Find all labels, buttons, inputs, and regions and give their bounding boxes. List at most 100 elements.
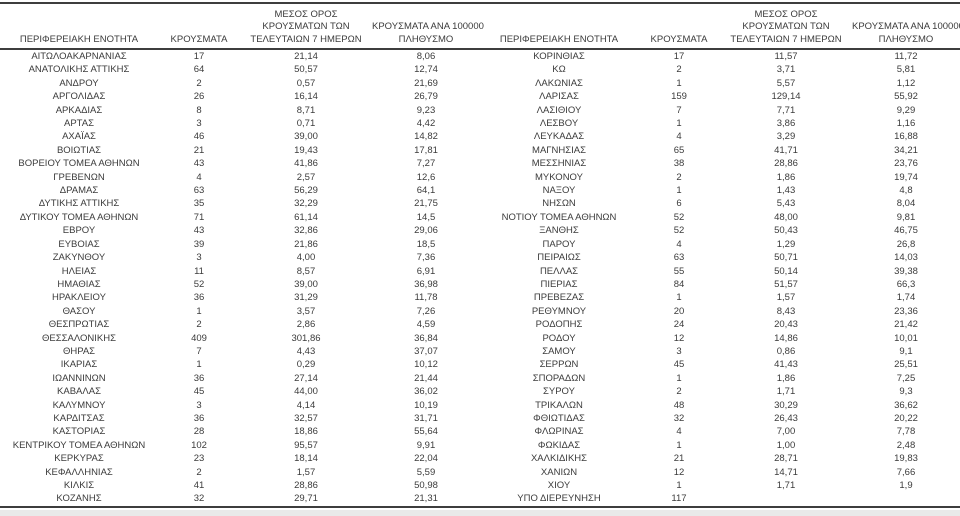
col-header-cases: ΚΡΟΥΣΜΑΤΑ (638, 4, 720, 50)
region-cell: ΣΠΟΡΑΔΩΝ (532, 372, 586, 384)
per-100k-cell: 25,51 (894, 359, 918, 371)
table-row: ΣΕΡΡΩΝ 45 41,43 25,51 (480, 358, 960, 371)
cases-cell: 41 (193, 480, 205, 491)
cases-cell: 55 (673, 265, 685, 277)
avg-7day-cell: 56,29 (294, 185, 318, 197)
table-row: ΦΘΙΩΤΙΔΑΣ 32 26,43 20,22 (480, 412, 960, 425)
avg-7day-cell: 1,29 (776, 238, 796, 250)
col-header-line: ΠΕΡΙΦΕΡΕΙΑΚΗ ΕΝΟΤΗΤΑ (499, 33, 619, 45)
per-100k-cell: 23,76 (894, 158, 918, 170)
col-header-line: ΚΡΟΥΣΜΑΤΑ ΑΝΑ 100000 (852, 21, 960, 32)
table-row: ΘΑΣΟΥ 1 3,57 7,26 (0, 305, 480, 318)
region-cell: ΔΡΑΜΑΣ (59, 185, 99, 197)
tables-container: ΠΕΡΙΦΕΡΕΙΑΚΗ ΕΝΟΤΗΤΑ ΚΡΟΥΣΜΑΤΑ ΜΕΣΟΣ ΟΡΟΣ Κ… (0, 4, 960, 508)
avg-7day-cell: 27,14 (294, 372, 318, 384)
col-header-avg7: ΜΕΣΟΣ ΟΡΟΣ ΚΡΟΥΣΜΑΤΩΝ ΤΩΝ ΤΕΛΕΥΤΑΙΩΝ 7 ΗΜΕ… (240, 4, 372, 50)
region-cell: ΠΕΛΛΑΣ (539, 265, 579, 277)
table-row: ΕΥΒΟΙΑΣ 39 21,86 18,5 (0, 238, 480, 251)
avg-7day-cell: 4,00 (296, 252, 316, 264)
avg-7day-cell: 28,71 (774, 453, 798, 465)
cases-cell: 28 (193, 426, 205, 438)
table-row: ΖΑΚΥΝΘΟΥ 3 4,00 7,36 (0, 251, 480, 264)
per-100k-cell: 17,81 (414, 144, 438, 156)
per-100k-cell: 4,59 (416, 319, 436, 331)
per-100k-cell: 36,62 (894, 399, 918, 411)
cases-cell: 3 (676, 345, 682, 357)
per-100k-cell: 36,84 (414, 332, 438, 344)
per-100k-cell: 7,25 (896, 372, 916, 384)
cases-cell: 63 (193, 185, 205, 197)
avg-7day-cell: 29,71 (294, 493, 318, 505)
table-row: ΚΩ 2 3,71 5,81 (480, 63, 960, 76)
per-100k-cell: 37,07 (414, 345, 438, 357)
per-100k-cell: 20,22 (894, 412, 918, 424)
per-100k-cell: 7,27 (416, 158, 436, 170)
col-header-line: ΠΕΡΙΦΕΡΕΙΑΚΗ ΕΝΟΤΗΤΑ (19, 33, 139, 45)
per-100k-cell: 1,12 (896, 77, 916, 89)
per-100k-cell: 14,03 (894, 252, 918, 264)
cases-cell: 102 (191, 439, 207, 451)
region-cell: ΠΑΡΟΥ (542, 238, 576, 250)
cases-cell: 48 (673, 399, 685, 411)
per-100k-cell: 16,88 (894, 131, 918, 143)
cases-cell: 1 (196, 305, 202, 317)
avg-7day-cell: 41,86 (294, 158, 318, 170)
per-100k-cell: 9,29 (896, 104, 916, 116)
region-cell: ΧΑΝΙΩΝ (540, 466, 578, 478)
table-row: ΛΑΣΙΘΙΟΥ 7 7,71 9,29 (480, 104, 960, 117)
avg-7day-cell: 1,86 (776, 372, 796, 384)
cases-cell: 63 (673, 252, 685, 264)
avg-7day-cell: 21,86 (294, 238, 318, 250)
avg-7day-cell: 50,57 (294, 64, 318, 76)
region-cell: ΧΙΟΥ (547, 480, 571, 491)
per-100k-cell: 1,74 (896, 292, 916, 304)
table-row: ΠΕΛΛΑΣ 55 50,14 39,38 (480, 265, 960, 278)
cases-cell: 4 (676, 238, 682, 250)
cases-cell: 4 (676, 131, 682, 143)
avg-7day-cell: 1,57 (296, 466, 316, 478)
table-row: ΠΙΕΡΙΑΣ 84 51,57 66,3 (480, 278, 960, 291)
avg-7day-cell: 1,71 (776, 480, 796, 491)
table-row: ΚΕΝΤΡΙΚΟΥ ΤΟΜΕΑ ΑΘΗΝΩΝ 102 95,57 9,91 (0, 439, 480, 452)
table-row: ΛΕΥΚΑΔΑΣ 4 3,29 16,88 (480, 130, 960, 143)
avg-7day-cell: 51,57 (774, 278, 798, 290)
region-cell: ΗΛΕΙΑΣ (61, 265, 97, 277)
region-cell: ΕΒΡΟΥ (62, 225, 96, 237)
per-100k-cell: 12,74 (414, 64, 438, 76)
avg-7day-cell: 32,86 (294, 225, 318, 237)
avg-7day-cell: 32,57 (294, 412, 318, 424)
table-row: ΚΑΒΑΛΑΣ 45 44,00 36,02 (0, 385, 480, 398)
cases-cell: 1 (676, 439, 682, 451)
avg-7day-cell: 8,43 (776, 305, 796, 317)
table-row: ΑΝΑΤΟΛΙΚΗΣ ΑΤΤΙΚΗΣ 64 50,57 12,74 (0, 63, 480, 76)
region-cell: ΑΝΔΡΟΥ (59, 77, 99, 89)
region-cell: ΗΜΑΘΙΑΣ (57, 278, 101, 290)
region-cell: ΣΑΜΟΥ (542, 345, 576, 357)
col-header-region: ΠΕΡΙΦΕΡΕΙΑΚΗ ΕΝΟΤΗΤΑ (0, 4, 158, 50)
table-row: ΘΕΣΣΑΛΟΝΙΚΗΣ 409 301,86 36,84 (0, 332, 480, 345)
cases-cell: 43 (193, 225, 205, 237)
table-row: ΑΡΚΑΔΙΑΣ 8 8,71 9,23 (0, 104, 480, 117)
table-row: ΕΒΡΟΥ 43 32,86 29,06 (0, 224, 480, 237)
table-row: ΧΙΟΥ 1 1,71 1,9 (480, 479, 960, 492)
table-row: ΡΕΘΥΜΝΟΥ 20 8,43 23,36 (480, 305, 960, 318)
table-row: ΧΑΛΚΙΔΙΚΗΣ 21 28,71 19,83 (480, 452, 960, 465)
region-cell: ΚΑΛΥΜΝΟΥ (52, 399, 106, 411)
cases-cell: 3 (196, 118, 202, 130)
avg-7day-cell: 28,86 (774, 158, 798, 170)
region-cell: ΚΕΡΚΥΡΑΣ (54, 453, 104, 465)
region-cell: ΚΑΒΑΛΑΣ (57, 386, 101, 398)
per-100k-cell: 4,42 (416, 118, 436, 130)
avg-7day-cell: 20,43 (774, 319, 798, 331)
per-100k-cell: 64,1 (416, 185, 436, 197)
region-cell: ΑΡΤΑΣ (64, 118, 94, 130)
col-header-avg7: ΜΕΣΟΣ ΟΡΟΣ ΚΡΟΥΣΜΑΤΩΝ ΤΩΝ ΤΕΛΕΥΤΑΙΩΝ 7 ΗΜΕ… (720, 4, 852, 50)
region-cell: ΘΑΣΟΥ (62, 305, 96, 317)
per-100k-cell: 39,38 (894, 265, 918, 277)
table-row: ΣΑΜΟΥ 3 0,86 9,1 (480, 345, 960, 358)
region-cell: ΘΕΣΣΑΛΟΝΙΚΗΣ (42, 332, 116, 344)
col-header-line: ΠΛΗΘΥΣΜΟ (398, 33, 454, 45)
avg-7day-cell: 11,57 (774, 51, 798, 62)
table-row: ΛΑΡΙΣΑΣ 159 129,14 55,92 (480, 90, 960, 103)
cases-cell: 46 (193, 131, 205, 143)
